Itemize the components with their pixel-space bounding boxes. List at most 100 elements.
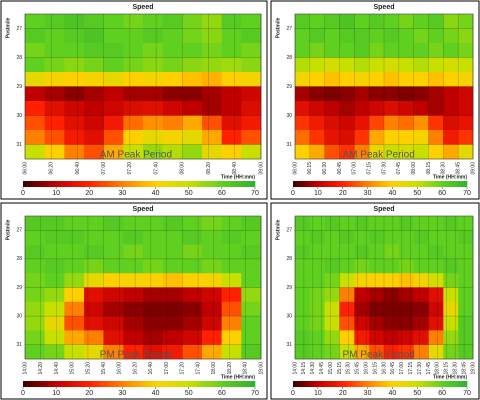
heat-cell: [221, 101, 242, 116]
colorbar-segment: [411, 381, 415, 387]
x-tick-label: 14:30: [310, 362, 316, 375]
heat-cell: [309, 144, 325, 160]
colorbar-segment: [76, 381, 82, 387]
y-tick-label: 27: [286, 26, 292, 32]
colorbar-segment: [155, 381, 161, 387]
colorbar-segment: [426, 181, 431, 187]
colorbar-segment: [296, 181, 300, 187]
heat-cell: [241, 344, 262, 360]
heat-cell: [354, 330, 370, 345]
heat-cell: [25, 273, 45, 288]
heat-cell: [309, 316, 325, 331]
x-tick-label: 07:15: [366, 162, 372, 175]
colorbar-segment: [432, 381, 437, 387]
heat-cell: [354, 72, 370, 87]
x-tick-label: 15:20: [85, 362, 91, 375]
colorbar-segment: [429, 181, 434, 187]
y-axis-label: Postmile: [5, 17, 11, 38]
colorbar-segment: [299, 381, 303, 387]
heat-cell: [25, 86, 45, 102]
heat-cell: [202, 72, 222, 87]
colorbar-segment: [305, 381, 309, 387]
colorbar-segment: [302, 181, 306, 187]
heat-cell: [103, 101, 124, 116]
heat-cell: [309, 72, 325, 87]
heat-cell: [428, 316, 444, 331]
x-tick-label: 15:45: [355, 362, 361, 375]
colorbar-segment: [114, 181, 119, 187]
colorbar-segment: [89, 181, 94, 187]
heat-cell: [84, 344, 104, 360]
heat-cell: [162, 244, 183, 260]
colorbar-segment: [398, 181, 403, 187]
heat-cell: [339, 316, 355, 331]
colorbar-segment: [445, 181, 449, 187]
plot-frame: [294, 13, 474, 160]
colorbar-segment: [60, 181, 65, 187]
colorbar-segment: [386, 381, 390, 387]
colorbar-segment: [238, 381, 243, 387]
colorbar-segment: [324, 381, 328, 387]
colorbar-segment: [327, 381, 331, 387]
colorbar-segment: [448, 181, 452, 187]
heat-cell: [428, 344, 444, 360]
colorbar-segment: [184, 181, 190, 187]
x-tick-label: 16:00: [117, 362, 123, 375]
colorbar-segment: [345, 181, 350, 187]
colorbar-segment: [122, 381, 127, 387]
colorbar-segment: [97, 381, 103, 387]
colorbar-segment: [209, 181, 214, 187]
heat-cell: [309, 28, 325, 44]
heat-cell: [25, 72, 45, 87]
heat-cell: [384, 72, 400, 87]
heat-cell: [64, 216, 85, 231]
heat-cell: [369, 115, 385, 131]
heat-cell: [295, 344, 311, 360]
colorbar-segment: [435, 181, 440, 187]
colorbar-segment: [217, 381, 223, 387]
colorbar-tick-label: 70: [251, 390, 259, 397]
colorbar-segment: [361, 181, 365, 187]
heat-cell: [221, 301, 242, 317]
colorbar-segment: [188, 381, 194, 387]
heat-cell: [123, 144, 144, 160]
heat-cell: [339, 144, 355, 160]
x-tick-label: 07:00: [101, 162, 107, 175]
heat-cell: [309, 330, 325, 345]
colorbar-segment: [380, 181, 384, 187]
colorbar-segment: [439, 381, 443, 387]
colorbar-segment: [333, 381, 337, 387]
heat-cell: [241, 287, 262, 303]
heat-cell: [354, 14, 370, 29]
heat-cell: [44, 115, 65, 131]
heat-cell: [25, 130, 45, 145]
heat-cell: [295, 28, 311, 44]
heat-cell: [369, 86, 385, 102]
y-tick-label: 28: [16, 256, 22, 262]
heat-cell: [309, 101, 325, 116]
colorbar-segment: [314, 181, 319, 187]
heat-cell: [428, 273, 444, 288]
x-tick-label: 16:00: [364, 362, 370, 375]
x-tick-label: 16:30: [381, 362, 387, 375]
colorbar-segment: [52, 181, 57, 187]
colorbar-segment: [147, 381, 152, 387]
colorbar-segment: [348, 381, 353, 387]
heat-cell: [324, 28, 340, 44]
colorbar-segment: [463, 181, 468, 187]
colorbar-segment: [76, 181, 82, 187]
heat-cell: [354, 57, 370, 73]
heat-cell: [324, 101, 340, 116]
heat-cell: [369, 14, 385, 29]
colorbar-segment: [324, 181, 328, 187]
heat-cell: [25, 216, 45, 231]
colorbar-segment: [52, 381, 57, 387]
colorbar-segment: [27, 381, 32, 387]
heat-cell: [241, 244, 262, 260]
x-tick-label: 16:45: [390, 362, 396, 375]
colorbar-tick-label: 20: [85, 190, 93, 197]
heat-cell: [354, 230, 370, 245]
heat-cell: [443, 216, 459, 231]
heat-cell: [324, 273, 340, 288]
heat-cell: [143, 72, 163, 87]
